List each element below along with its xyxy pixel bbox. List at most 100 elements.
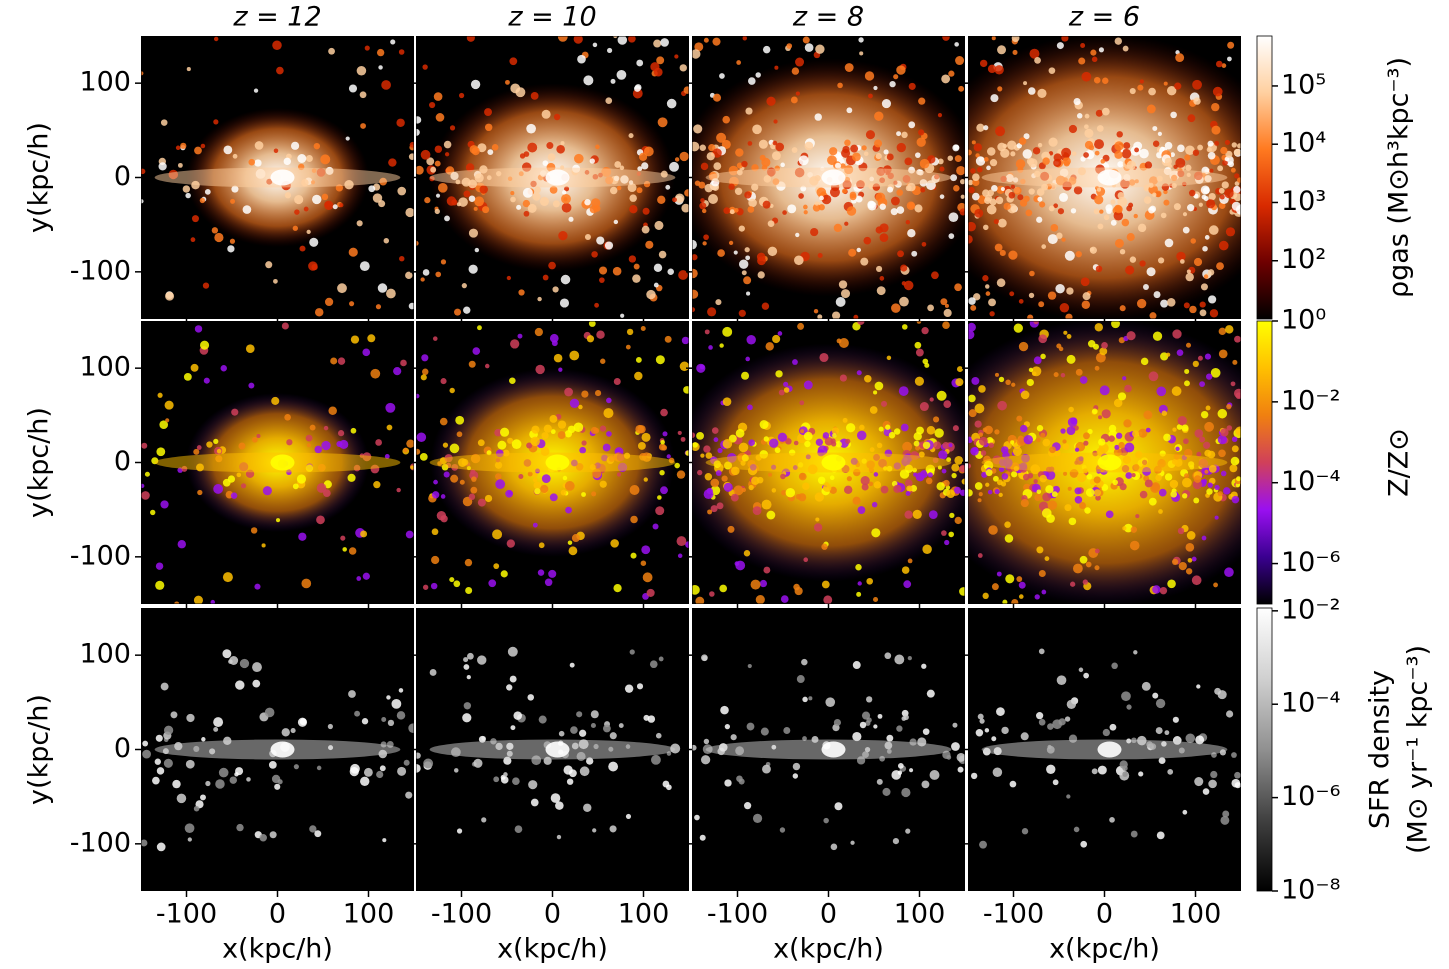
particle bbox=[774, 447, 781, 454]
particle bbox=[222, 649, 232, 659]
particle bbox=[1155, 727, 1163, 735]
particle bbox=[763, 566, 771, 574]
particle bbox=[203, 377, 210, 384]
particle bbox=[741, 487, 747, 493]
image-panel bbox=[692, 321, 965, 604]
particle bbox=[484, 494, 493, 503]
particle bbox=[141, 442, 148, 449]
particle bbox=[1148, 497, 1157, 506]
particle bbox=[444, 152, 450, 157]
particle bbox=[704, 329, 710, 335]
particle bbox=[953, 184, 960, 192]
particle bbox=[1202, 245, 1208, 252]
particle bbox=[303, 206, 309, 212]
particle bbox=[222, 572, 233, 583]
particle bbox=[1114, 444, 1120, 450]
particle bbox=[748, 198, 757, 208]
particle bbox=[434, 145, 443, 153]
particle bbox=[772, 140, 778, 146]
image-panel bbox=[692, 36, 965, 319]
particle bbox=[937, 113, 943, 118]
particle bbox=[538, 542, 545, 549]
particle bbox=[1094, 565, 1100, 571]
particle bbox=[968, 330, 975, 340]
particle bbox=[835, 441, 842, 448]
particle bbox=[510, 725, 516, 731]
particle bbox=[977, 166, 983, 173]
particle bbox=[273, 148, 279, 153]
particle bbox=[1022, 149, 1033, 159]
particle bbox=[1196, 684, 1201, 689]
particle bbox=[909, 768, 914, 773]
core bbox=[545, 454, 570, 471]
particle bbox=[142, 740, 149, 747]
particle bbox=[1093, 76, 1101, 84]
particle bbox=[771, 488, 777, 493]
particle bbox=[657, 195, 666, 204]
particle bbox=[1180, 259, 1185, 264]
particle bbox=[1062, 443, 1070, 451]
particle bbox=[1103, 214, 1110, 221]
particle bbox=[1233, 185, 1241, 194]
particle bbox=[1110, 199, 1116, 205]
x-tick-label: -100 bbox=[983, 899, 1044, 930]
particle bbox=[628, 36, 636, 43]
particle bbox=[901, 324, 908, 330]
particle bbox=[655, 732, 662, 739]
particle bbox=[283, 157, 291, 166]
particle bbox=[968, 409, 977, 418]
particle bbox=[1087, 340, 1096, 348]
particle bbox=[1039, 474, 1047, 483]
particle bbox=[893, 74, 899, 80]
particle bbox=[1090, 49, 1097, 56]
particle bbox=[997, 86, 1003, 92]
particle bbox=[430, 166, 437, 173]
particle bbox=[1123, 523, 1133, 533]
particle bbox=[846, 107, 853, 114]
particle bbox=[1225, 227, 1236, 237]
particle bbox=[646, 289, 656, 300]
particle bbox=[1164, 473, 1173, 481]
particle bbox=[841, 148, 851, 158]
particle bbox=[506, 275, 511, 281]
particle bbox=[1010, 184, 1015, 189]
particle bbox=[674, 462, 680, 469]
particle bbox=[540, 484, 549, 494]
particle bbox=[451, 199, 458, 206]
particle bbox=[281, 322, 289, 330]
particle bbox=[608, 761, 619, 772]
particle bbox=[309, 237, 319, 247]
particle bbox=[972, 173, 980, 181]
particle bbox=[635, 424, 645, 434]
particle bbox=[1052, 719, 1063, 730]
particle bbox=[1167, 768, 1174, 775]
particle bbox=[430, 582, 438, 590]
particle bbox=[1122, 771, 1128, 777]
particle bbox=[979, 718, 985, 724]
particle bbox=[523, 151, 530, 157]
particle bbox=[874, 139, 883, 148]
particle bbox=[453, 580, 461, 588]
column-title: z = 10 bbox=[507, 2, 596, 33]
particle bbox=[574, 153, 584, 164]
particle bbox=[948, 233, 955, 239]
particle bbox=[819, 195, 824, 201]
particle bbox=[978, 436, 988, 446]
image-panel bbox=[141, 321, 414, 604]
particle bbox=[774, 65, 779, 70]
particle bbox=[705, 452, 713, 459]
particle bbox=[158, 162, 167, 171]
particle bbox=[155, 562, 164, 570]
particle bbox=[1189, 305, 1197, 314]
particle bbox=[984, 425, 993, 435]
particle bbox=[1235, 482, 1241, 488]
particle bbox=[570, 726, 578, 734]
particle bbox=[1177, 144, 1185, 153]
particle bbox=[649, 660, 658, 669]
particle bbox=[1102, 728, 1110, 737]
particle bbox=[573, 36, 583, 44]
particle bbox=[1155, 474, 1162, 481]
particle bbox=[379, 765, 386, 772]
core bbox=[821, 741, 846, 758]
particle bbox=[544, 578, 553, 587]
